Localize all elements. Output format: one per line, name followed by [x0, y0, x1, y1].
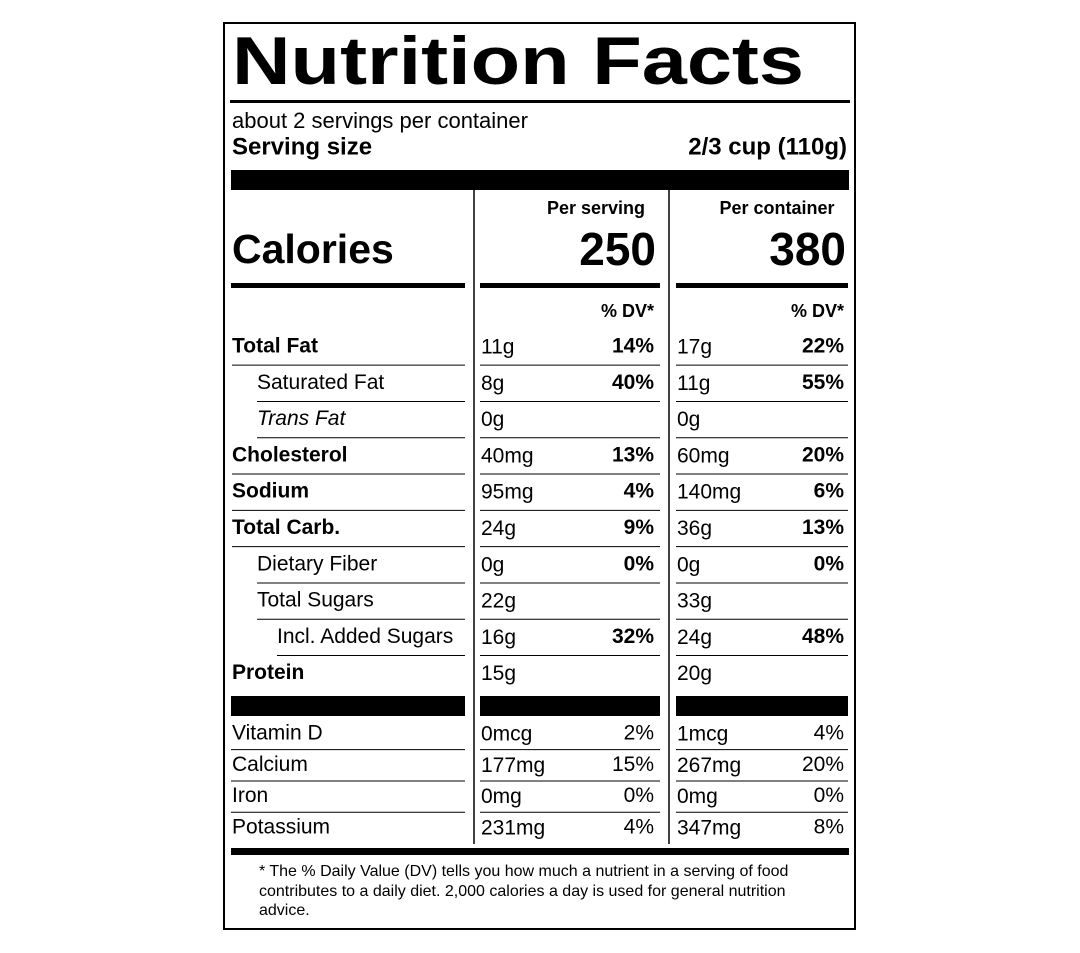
daily-value: 0%: [624, 784, 654, 807]
amount: 60mg: [677, 444, 730, 467]
amount: 0g: [677, 553, 700, 576]
daily-value: 0%: [814, 784, 844, 807]
daily-value: 4%: [814, 722, 844, 745]
amount: 0g: [481, 553, 504, 576]
calories-label: Calories: [232, 226, 394, 272]
daily-value: 20%: [802, 753, 844, 776]
amount: 36g: [677, 517, 712, 540]
vitamin-name: Calcium: [232, 753, 308, 776]
nutrient-name: Total Fat: [232, 335, 318, 358]
rule: [231, 283, 465, 288]
amount: 347mg: [677, 816, 741, 839]
nutrient-name: Total Sugars: [257, 589, 374, 612]
daily-value: 22%: [802, 335, 844, 358]
dv-heading: % DV*: [601, 301, 654, 321]
dv-heading: % DV*: [791, 301, 844, 321]
calories-value: 380: [769, 223, 846, 275]
serving-size: 2/3 cup (110g): [688, 133, 847, 160]
rule: [480, 283, 660, 288]
amount: 40mg: [481, 444, 534, 467]
vitamin-name: Iron: [232, 784, 268, 807]
title: Nutrition Facts: [232, 23, 804, 99]
daily-value: 13%: [802, 516, 844, 539]
amount: 24g: [481, 517, 516, 540]
footnote: * The % Daily Value (DV) tells you how m…: [259, 863, 789, 919]
nutrient-name: Saturated Fat: [257, 371, 384, 394]
daily-value: 2%: [624, 722, 654, 745]
amount: 0mg: [677, 785, 718, 808]
daily-value: 4%: [624, 815, 654, 838]
amount: 0mg: [481, 785, 522, 808]
amount: 1mcg: [677, 723, 728, 746]
serving-size-label: Serving size: [232, 133, 372, 160]
daily-value: 6%: [814, 480, 845, 503]
daily-value: 0%: [624, 552, 655, 575]
daily-value: 15%: [612, 753, 654, 776]
daily-value: 13%: [612, 443, 654, 466]
column-heading: Per serving: [547, 198, 645, 218]
daily-value: 9%: [624, 516, 655, 539]
nutrient-name: Total Carb.: [232, 516, 340, 539]
amount: 11g: [481, 336, 514, 359]
daily-value: 32%: [612, 625, 654, 648]
amount: 33g: [677, 590, 712, 613]
amount: 231mg: [481, 816, 545, 839]
amount: 0g: [677, 408, 700, 431]
thick-bar: [231, 170, 849, 190]
daily-value: 40%: [612, 371, 654, 394]
amount: 95mg: [481, 481, 534, 504]
nutrient-name: Dietary Fiber: [257, 552, 377, 575]
vitamin-name: Vitamin D: [232, 722, 323, 745]
daily-value: 4%: [624, 480, 655, 503]
amount: 15g: [481, 662, 516, 685]
amount: 0mcg: [481, 723, 532, 746]
amount: 16g: [481, 626, 516, 649]
nutrient-name: Cholesterol: [232, 443, 348, 466]
daily-value: 20%: [802, 443, 844, 466]
amount: 22g: [481, 590, 516, 613]
rule: [676, 283, 848, 288]
amount: 8g: [481, 372, 504, 395]
daily-value: 55%: [802, 371, 844, 394]
nutrient-name: Sodium: [232, 480, 309, 503]
column-heading: Per container: [719, 198, 834, 218]
daily-value: 8%: [814, 815, 844, 838]
daily-value: 14%: [612, 335, 654, 358]
daily-value: 48%: [802, 625, 844, 648]
amount: 0g: [481, 408, 504, 431]
amount: 24g: [677, 626, 712, 649]
amount: 140mg: [677, 481, 741, 504]
bar: [231, 696, 465, 716]
nutrient-name: Incl. Added Sugars: [277, 625, 453, 648]
amount: 177mg: [481, 754, 545, 777]
nutrient-name: Protein: [232, 661, 304, 684]
servings: about 2 servings per container: [232, 108, 528, 133]
bar: [480, 696, 660, 716]
daily-value: 0%: [814, 552, 845, 575]
amount: 267mg: [677, 754, 741, 777]
bar: [676, 696, 848, 716]
vitamin-name: Potassium: [232, 815, 330, 838]
amount: 20g: [677, 662, 712, 685]
calories-value: 250: [579, 223, 656, 275]
rule: [230, 100, 850, 103]
nutrient-name: Trans Fat: [257, 407, 346, 430]
amount: 11g: [677, 372, 710, 395]
amount: 17g: [677, 336, 712, 359]
thick-bar: [231, 848, 849, 855]
